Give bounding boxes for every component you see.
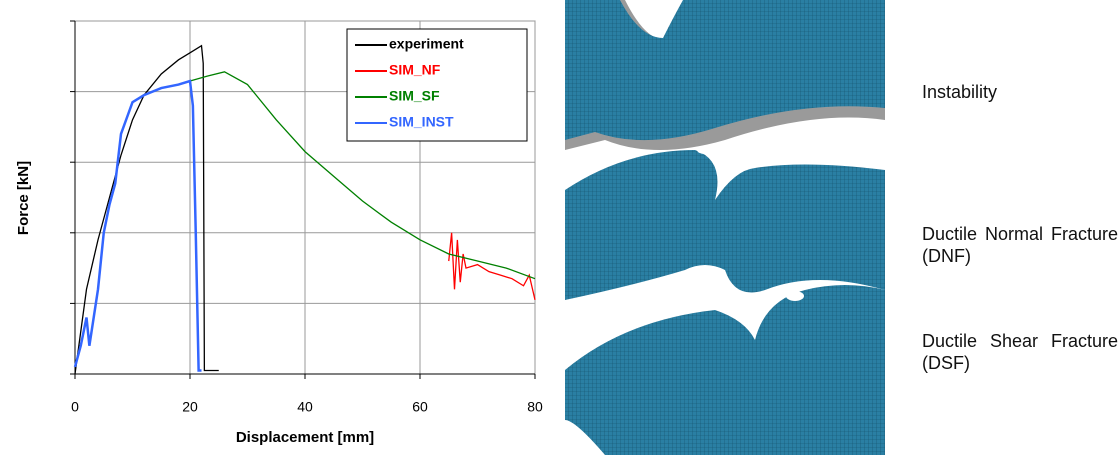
tube-dnf [565,150,885,300]
label: Instability [922,81,1118,103]
label: Ductile Normal Fracture (DNF) [922,223,1118,267]
x-tick-label: 0 [71,399,79,415]
tube-instability [565,0,885,140]
legend-label: experiment [389,36,464,52]
legend-label: SIM_NF [389,62,441,78]
x-tick-label: 60 [412,399,428,415]
legend-label: SIM_INST [389,114,454,130]
simulation-image [565,0,885,455]
chart: Displacement [mm] Force [kN] 0 20 40 60 80 ex… [0,0,560,455]
x-tick-label: 20 [182,399,198,415]
x-tick-label: 40 [297,399,313,415]
figure: Displacement [mm] Force [kN] 0 20 40 60 80 ex… [0,0,1119,455]
legend-label: SIM_SF [389,88,440,104]
tube-dsf [565,285,885,455]
x-tick-label: 80 [527,399,543,415]
legend: experiment SIM_NF SIM_SF SIM_INST [347,29,527,141]
label: Ductile Shear Fracture (DSF) [922,330,1118,396]
crack [786,291,804,301]
x-axis-label: Displacement [mm] [236,429,374,446]
crack [697,146,713,154]
y-axis-label: Force [kN] [15,161,32,235]
